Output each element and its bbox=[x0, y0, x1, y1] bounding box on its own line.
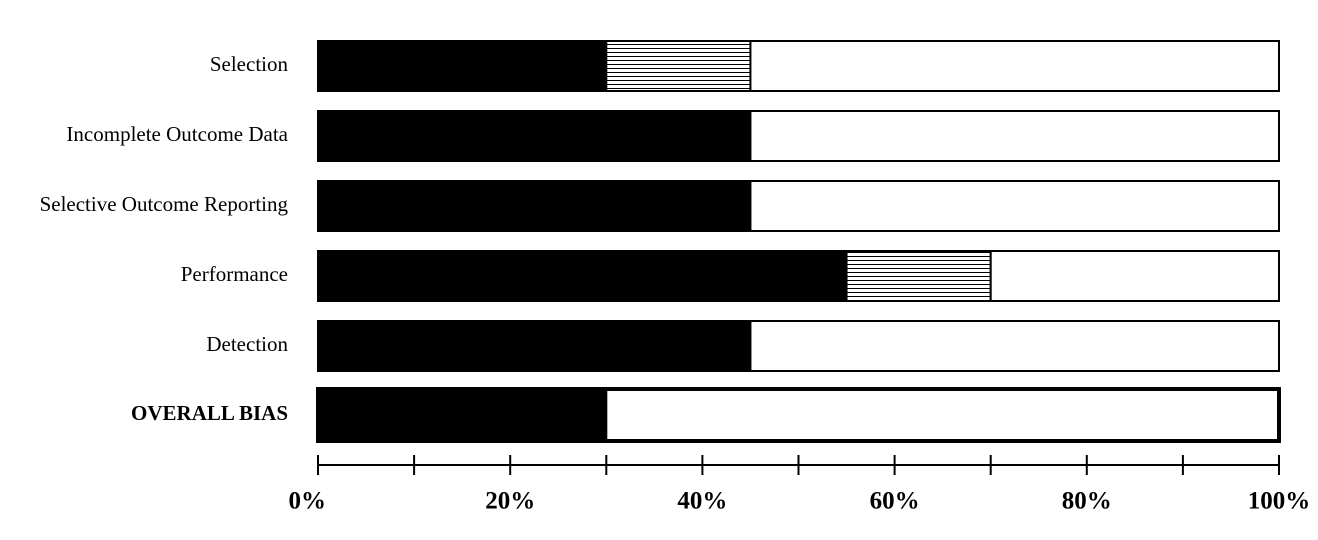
bar-segment bbox=[845, 250, 992, 302]
bar-segment bbox=[605, 40, 752, 92]
bar-outline bbox=[316, 387, 1281, 443]
bar-segment bbox=[605, 389, 1280, 441]
category-label: Incomplete Outcome Data bbox=[66, 122, 288, 146]
bar-segment bbox=[317, 320, 752, 372]
bar-segment bbox=[989, 250, 1280, 302]
x-tick-label: 100% bbox=[1248, 488, 1311, 515]
x-tick-label: 60% bbox=[870, 488, 920, 515]
bar-segment bbox=[317, 180, 752, 232]
bar-segment bbox=[749, 320, 1280, 372]
bar-segment bbox=[749, 110, 1280, 162]
bar-segment bbox=[317, 110, 752, 162]
category-label: Detection bbox=[206, 332, 288, 356]
x-tick-label: 20% bbox=[485, 488, 535, 515]
x-tick-label: 0% bbox=[289, 488, 327, 515]
bar-segment bbox=[317, 40, 608, 92]
bar-segment bbox=[317, 250, 848, 302]
category-label: OVERALL BIAS bbox=[131, 401, 288, 425]
category-label: Selection bbox=[210, 52, 289, 76]
x-tick-label: 40% bbox=[677, 488, 727, 515]
category-label: Selective Outcome Reporting bbox=[40, 192, 289, 216]
bar-segment bbox=[749, 40, 1280, 92]
bar-segment bbox=[317, 389, 608, 441]
category-label: Performance bbox=[181, 262, 288, 286]
x-tick-label: 80% bbox=[1062, 488, 1112, 515]
bar-segment bbox=[749, 180, 1280, 232]
